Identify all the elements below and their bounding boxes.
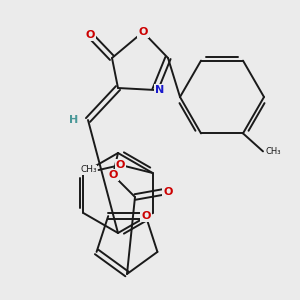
Text: O: O: [108, 170, 118, 180]
Text: O: O: [85, 30, 95, 40]
Text: H: H: [69, 115, 79, 125]
Text: CH₃: CH₃: [80, 166, 97, 175]
Text: O: O: [138, 27, 148, 37]
Text: O: O: [163, 187, 173, 197]
Text: CH₃: CH₃: [265, 147, 280, 156]
Text: O: O: [116, 160, 125, 170]
Text: N: N: [155, 85, 165, 95]
Text: O: O: [141, 211, 151, 221]
